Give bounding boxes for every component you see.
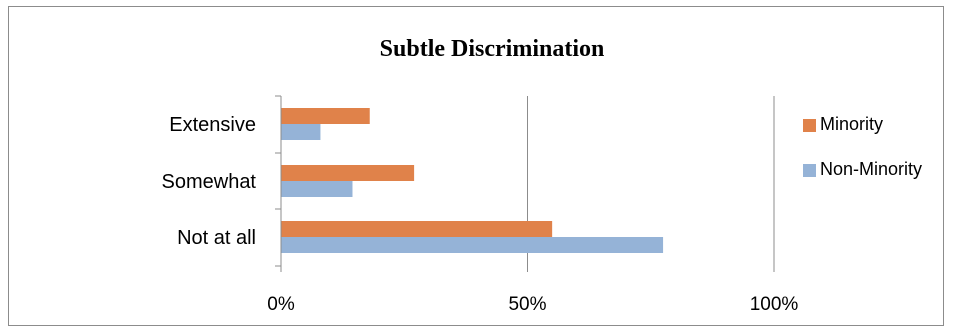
bar-minority-not-at-all	[281, 221, 553, 237]
x-tick-label-100: 100%	[750, 294, 799, 315]
category-label-not-at-all: Not at all	[177, 227, 256, 249]
legend-swatch-non-minority	[803, 164, 816, 177]
legend-label-minority: Minority	[820, 114, 883, 134]
category-label-extensive: Extensive	[169, 114, 256, 136]
legend: Minority Non-Minority	[803, 114, 922, 179]
x-tick-label-0: 0%	[267, 294, 295, 315]
legend-swatch-minority	[803, 119, 816, 132]
category-labels: Extensive Somewhat Not at all	[162, 114, 257, 249]
tick-labels: 0% 50% 100%	[267, 294, 798, 315]
bar-minority-extensive	[281, 108, 370, 124]
bar-non-minority-not-at-all	[281, 237, 664, 253]
chart-frame	[8, 6, 944, 326]
legend-label-non-minority: Non-Minority	[820, 159, 922, 179]
x-tick-label-50: 50%	[508, 294, 546, 315]
axes	[275, 95, 775, 272]
category-label-somewhat: Somewhat	[162, 171, 257, 193]
bar-minority-somewhat	[281, 165, 415, 181]
bar-non-minority-extensive	[281, 124, 321, 140]
bar-non-minority-somewhat	[281, 181, 353, 197]
chart-title: Subtle Discrimination	[380, 36, 605, 62]
bars	[281, 108, 664, 253]
